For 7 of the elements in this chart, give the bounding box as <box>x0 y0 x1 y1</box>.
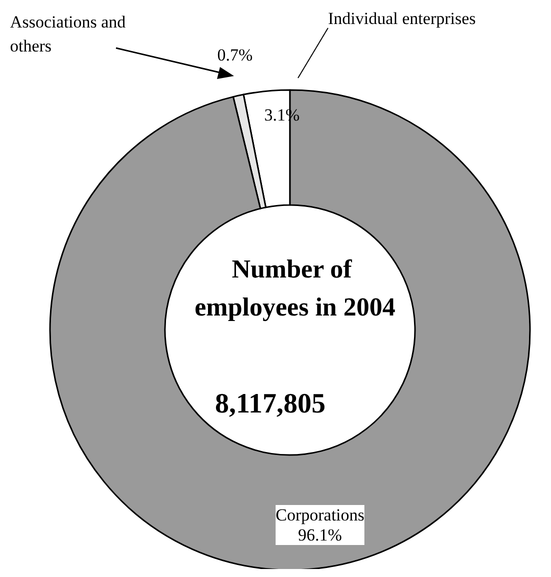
text: 8,117,805 <box>215 388 326 420</box>
slice-label: Individual enterprises <box>328 9 476 28</box>
data-label: 0.7% <box>217 46 253 64</box>
slice-label: Associations and others <box>10 12 130 56</box>
data-label: 96.1% <box>298 526 342 544</box>
text: Number of employees in 2004 <box>194 254 396 322</box>
slice-label: Corporations <box>276 506 364 524</box>
